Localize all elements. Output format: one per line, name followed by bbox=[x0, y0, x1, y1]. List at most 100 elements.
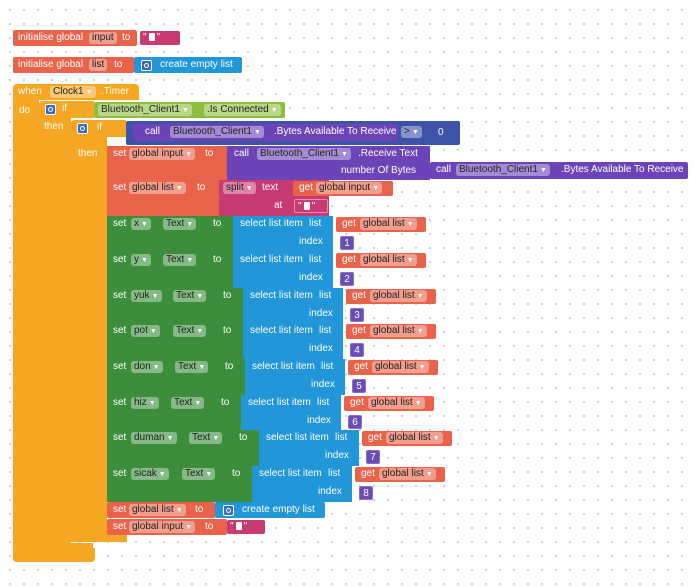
create-empty-list-block[interactable]: create empty list bbox=[215, 502, 325, 518]
select-list-item-block[interactable]: select list item list index bbox=[243, 323, 343, 359]
var-dropdown-global-list[interactable]: global list ▼ bbox=[129, 504, 186, 516]
event-block-clock-timer[interactable]: when Clock1 ▼ .Timer bbox=[13, 84, 139, 100]
create-empty-list-block[interactable]: create empty list bbox=[134, 57, 242, 73]
set-global-input-reset-block[interactable]: set global input ▼ to bbox=[107, 519, 227, 535]
property-dropdown-text[interactable]: Text ▼ bbox=[173, 325, 207, 337]
index-number-block[interactable]: 4 bbox=[350, 343, 364, 357]
call-label: call bbox=[436, 164, 452, 175]
separator-string-block[interactable]: " " bbox=[294, 199, 328, 213]
component-dropdown[interactable]: don ▼ bbox=[131, 361, 163, 373]
if-block-bytes[interactable]: if bbox=[71, 120, 126, 137]
index-number-block[interactable]: 3 bbox=[350, 308, 364, 322]
set-global-list-reset-block[interactable]: set global list ▼ to bbox=[107, 502, 215, 518]
select-list-item-block[interactable]: select list item list index bbox=[259, 430, 359, 466]
bytes-available-call-block[interactable]: call Bluetooth_Client1 ▼ .Bytes Available… bbox=[133, 124, 398, 141]
property-dropdown-is-connected[interactable]: .Is Connected ▼ bbox=[204, 104, 281, 116]
select-list-item-label: select list item bbox=[250, 290, 313, 301]
property-dropdown-text[interactable]: Text ▼ bbox=[163, 218, 197, 230]
init-global-list-block[interactable]: initialise global list to bbox=[13, 57, 134, 73]
gear-icon[interactable] bbox=[45, 104, 56, 115]
var-dropdown-global-list[interactable]: global list ▼ bbox=[386, 432, 443, 444]
split-dropdown[interactable]: split ▼ bbox=[223, 182, 256, 194]
property-dropdown-text[interactable]: Text ▼ bbox=[182, 468, 216, 480]
init-global-input-block[interactable]: initialise global input to bbox=[13, 30, 137, 46]
number-block[interactable] bbox=[433, 125, 449, 141]
empty-string-block[interactable]: " " bbox=[227, 520, 265, 534]
component-dropdown[interactable]: pot ▼ bbox=[131, 325, 160, 337]
component-dropdown[interactable]: hiz ▼ bbox=[131, 397, 159, 409]
get-global-list-block[interactable]: get global list ▼ bbox=[362, 431, 452, 446]
component-dropdown[interactable]: x ▼ bbox=[131, 218, 151, 230]
set-label: set bbox=[113, 148, 127, 159]
set-component-text-block[interactable]: set y ▼ Text ▼ to bbox=[107, 252, 233, 288]
component-dropdown[interactable]: sicak ▼ bbox=[131, 468, 169, 480]
index-number-block[interactable]: 7 bbox=[366, 450, 380, 464]
operator-dropdown[interactable]: > ▼ bbox=[401, 126, 422, 138]
var-dropdown-global-list[interactable]: global list ▼ bbox=[370, 290, 427, 302]
component-dropdown-clock1[interactable]: Clock1 ▼ bbox=[50, 86, 96, 98]
get-global-list-block[interactable]: get global list ▼ bbox=[348, 360, 438, 375]
property-dropdown-text[interactable]: Text ▼ bbox=[163, 254, 197, 266]
var-dropdown-global-input[interactable]: global input ▼ bbox=[129, 148, 196, 160]
select-list-item-block[interactable]: select list item list index bbox=[233, 252, 333, 288]
component-dropdown-bluetooth[interactable]: Bluetooth_Client1 ▼ bbox=[257, 148, 351, 160]
property-dropdown-text[interactable]: Text ▼ bbox=[173, 290, 207, 302]
var-dropdown-global-list[interactable]: global list ▼ bbox=[360, 254, 417, 266]
if-block-connected[interactable]: if bbox=[39, 101, 94, 118]
component-dropdown-bluetooth[interactable]: Bluetooth_Client1 ▼ bbox=[170, 126, 264, 138]
set-component-text-block[interactable]: set sicak ▼ Text ▼ to bbox=[107, 466, 252, 502]
select-list-item-block[interactable]: select list item list index bbox=[233, 216, 333, 252]
select-list-item-block[interactable]: select list item list index bbox=[243, 288, 343, 324]
index-number-block[interactable]: 8 bbox=[359, 486, 373, 500]
get-global-list-block[interactable]: get global list ▼ bbox=[346, 289, 436, 304]
is-connected-block[interactable]: Bluetooth_Client1 ▼ .Is Connected ▼ bbox=[94, 102, 285, 118]
property-dropdown-text[interactable]: Text ▼ bbox=[175, 361, 209, 373]
compare-block[interactable]: call Bluetooth_Client1 ▼ .Bytes Available… bbox=[126, 121, 460, 145]
get-global-list-block[interactable]: get global list ▼ bbox=[346, 324, 436, 339]
index-number-block[interactable]: 2 bbox=[340, 272, 354, 286]
var-dropdown-global-list[interactable]: global list ▼ bbox=[370, 325, 427, 337]
component-dropdown-bluetooth[interactable]: Bluetooth_Client1 ▼ bbox=[456, 164, 550, 176]
var-dropdown-global-input[interactable]: global input ▼ bbox=[316, 182, 383, 194]
component-dropdown-bluetooth[interactable]: Bluetooth_Client1 ▼ bbox=[98, 104, 192, 116]
var-dropdown-global-list[interactable]: global list ▼ bbox=[368, 397, 425, 409]
get-label: get bbox=[354, 361, 368, 372]
empty-string-block[interactable]: " " bbox=[140, 31, 180, 45]
set-component-text-block[interactable]: set x ▼ Text ▼ to bbox=[107, 216, 233, 252]
var-dropdown-global-list[interactable]: global list ▼ bbox=[379, 468, 436, 480]
var-name-input[interactable]: input bbox=[89, 32, 117, 44]
index-number-block[interactable]: 6 bbox=[348, 415, 362, 429]
set-global-input-block[interactable]: set global input ▼ to bbox=[107, 146, 227, 180]
component-dropdown[interactable]: y ▼ bbox=[131, 254, 151, 266]
gear-icon[interactable] bbox=[141, 60, 152, 71]
get-global-input-block[interactable]: get global input ▼ bbox=[293, 181, 393, 196]
select-list-item-block[interactable]: select list item list index bbox=[252, 466, 352, 502]
component-dropdown[interactable]: yuk ▼ bbox=[131, 290, 162, 302]
set-component-text-block[interactable]: set pot ▼ Text ▼ to bbox=[107, 323, 243, 359]
set-component-text-block[interactable]: set don ▼ Text ▼ to bbox=[107, 359, 245, 395]
var-dropdown-global-input[interactable]: global input ▼ bbox=[129, 521, 196, 533]
gear-icon[interactable] bbox=[77, 123, 88, 134]
property-dropdown-text[interactable]: Text ▼ bbox=[171, 397, 205, 409]
select-list-item-block[interactable]: select list item list index bbox=[245, 359, 345, 395]
property-dropdown-text[interactable]: Text ▼ bbox=[189, 432, 223, 444]
select-list-item-block[interactable]: select list item list index bbox=[241, 395, 341, 431]
index-number-block[interactable]: 5 bbox=[352, 379, 366, 393]
receive-text-call-block[interactable]: call Bluetooth_Client1 ▼ .Receive Text nu… bbox=[227, 146, 430, 180]
var-dropdown-global-list[interactable]: global list ▼ bbox=[129, 182, 186, 194]
var-name-list[interactable]: list bbox=[89, 59, 108, 71]
component-dropdown[interactable]: duman ▼ bbox=[131, 432, 177, 444]
set-component-text-block[interactable]: set duman ▼ Text ▼ to bbox=[107, 430, 259, 466]
get-global-list-block[interactable]: get global list ▼ bbox=[336, 217, 426, 232]
get-global-list-block[interactable]: get global list ▼ bbox=[355, 467, 445, 482]
get-global-list-block[interactable]: get global list ▼ bbox=[336, 253, 426, 268]
set-component-text-block[interactable]: set yuk ▼ Text ▼ to bbox=[107, 288, 243, 324]
set-component-text-block[interactable]: set hiz ▼ Text ▼ to bbox=[107, 395, 241, 431]
gear-icon[interactable] bbox=[223, 505, 234, 516]
bytes-available-call-block-2[interactable]: call Bluetooth_Client1 ▼ .Bytes Available… bbox=[430, 162, 688, 179]
index-number-block[interactable]: 1 bbox=[340, 236, 354, 250]
get-global-list-block[interactable]: get global list ▼ bbox=[344, 396, 434, 411]
var-dropdown-global-list[interactable]: global list ▼ bbox=[360, 218, 417, 230]
var-dropdown-global-list[interactable]: global list ▼ bbox=[372, 361, 429, 373]
set-global-list-block[interactable]: set global list ▼ to bbox=[107, 180, 219, 216]
